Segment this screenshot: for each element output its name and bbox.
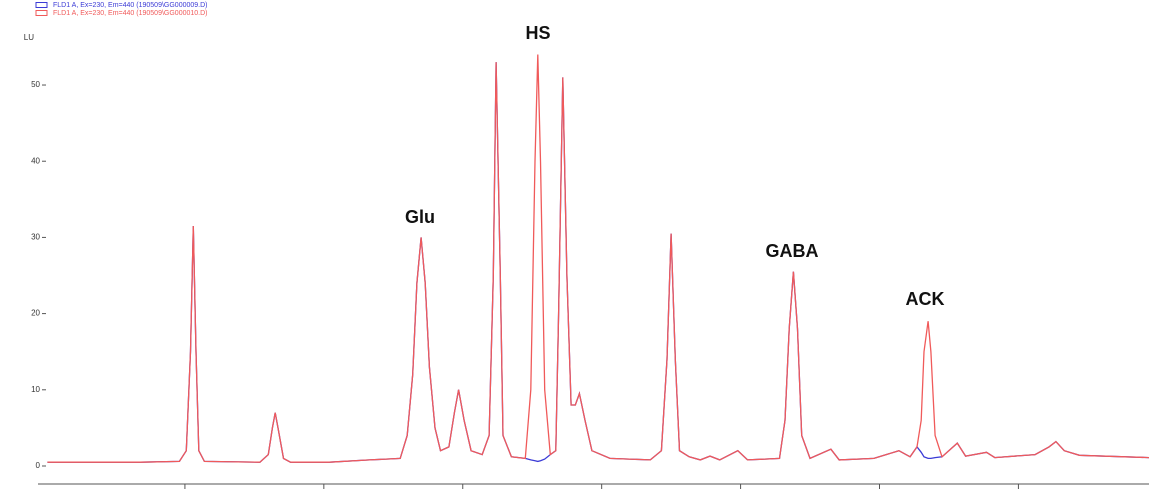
y-tick-label: 10 [31, 385, 40, 394]
legend-label: FLD1 A, Ex=230, Em=440 (190509\GG000009.… [53, 2, 208, 9]
series-line [47, 62, 1149, 463]
peak-annotation: HS [525, 23, 550, 43]
y-tick-label: 40 [31, 156, 40, 165]
peak-annotation: Glu [405, 207, 435, 227]
y-tick-label: 20 [31, 309, 40, 318]
y-tick-label: 30 [31, 233, 40, 242]
legend-label: FLD1 A, Ex=230, Em=440 (190509\GG000010.… [53, 10, 208, 17]
y-tick-label: 50 [31, 80, 40, 89]
peak-annotation: GABA [766, 241, 819, 261]
legend-swatch [35, 10, 48, 16]
peak-annotation: ACK [906, 289, 945, 309]
series-line [47, 54, 1149, 463]
y-axis-label: LU [24, 33, 34, 42]
legend-swatch [35, 2, 48, 8]
y-tick-label: 0 [36, 461, 41, 470]
